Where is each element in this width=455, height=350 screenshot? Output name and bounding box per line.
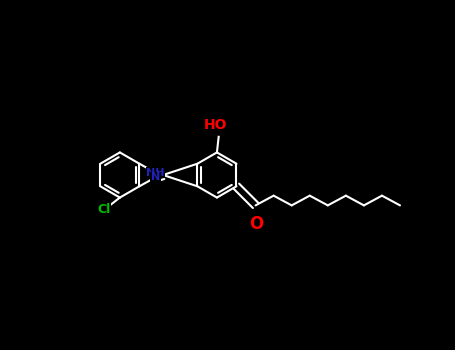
Text: O: O (249, 215, 264, 233)
Text: Cl: Cl (98, 203, 111, 216)
Text: N: N (151, 172, 160, 182)
Text: NH: NH (147, 168, 165, 178)
Text: HO: HO (204, 118, 228, 132)
